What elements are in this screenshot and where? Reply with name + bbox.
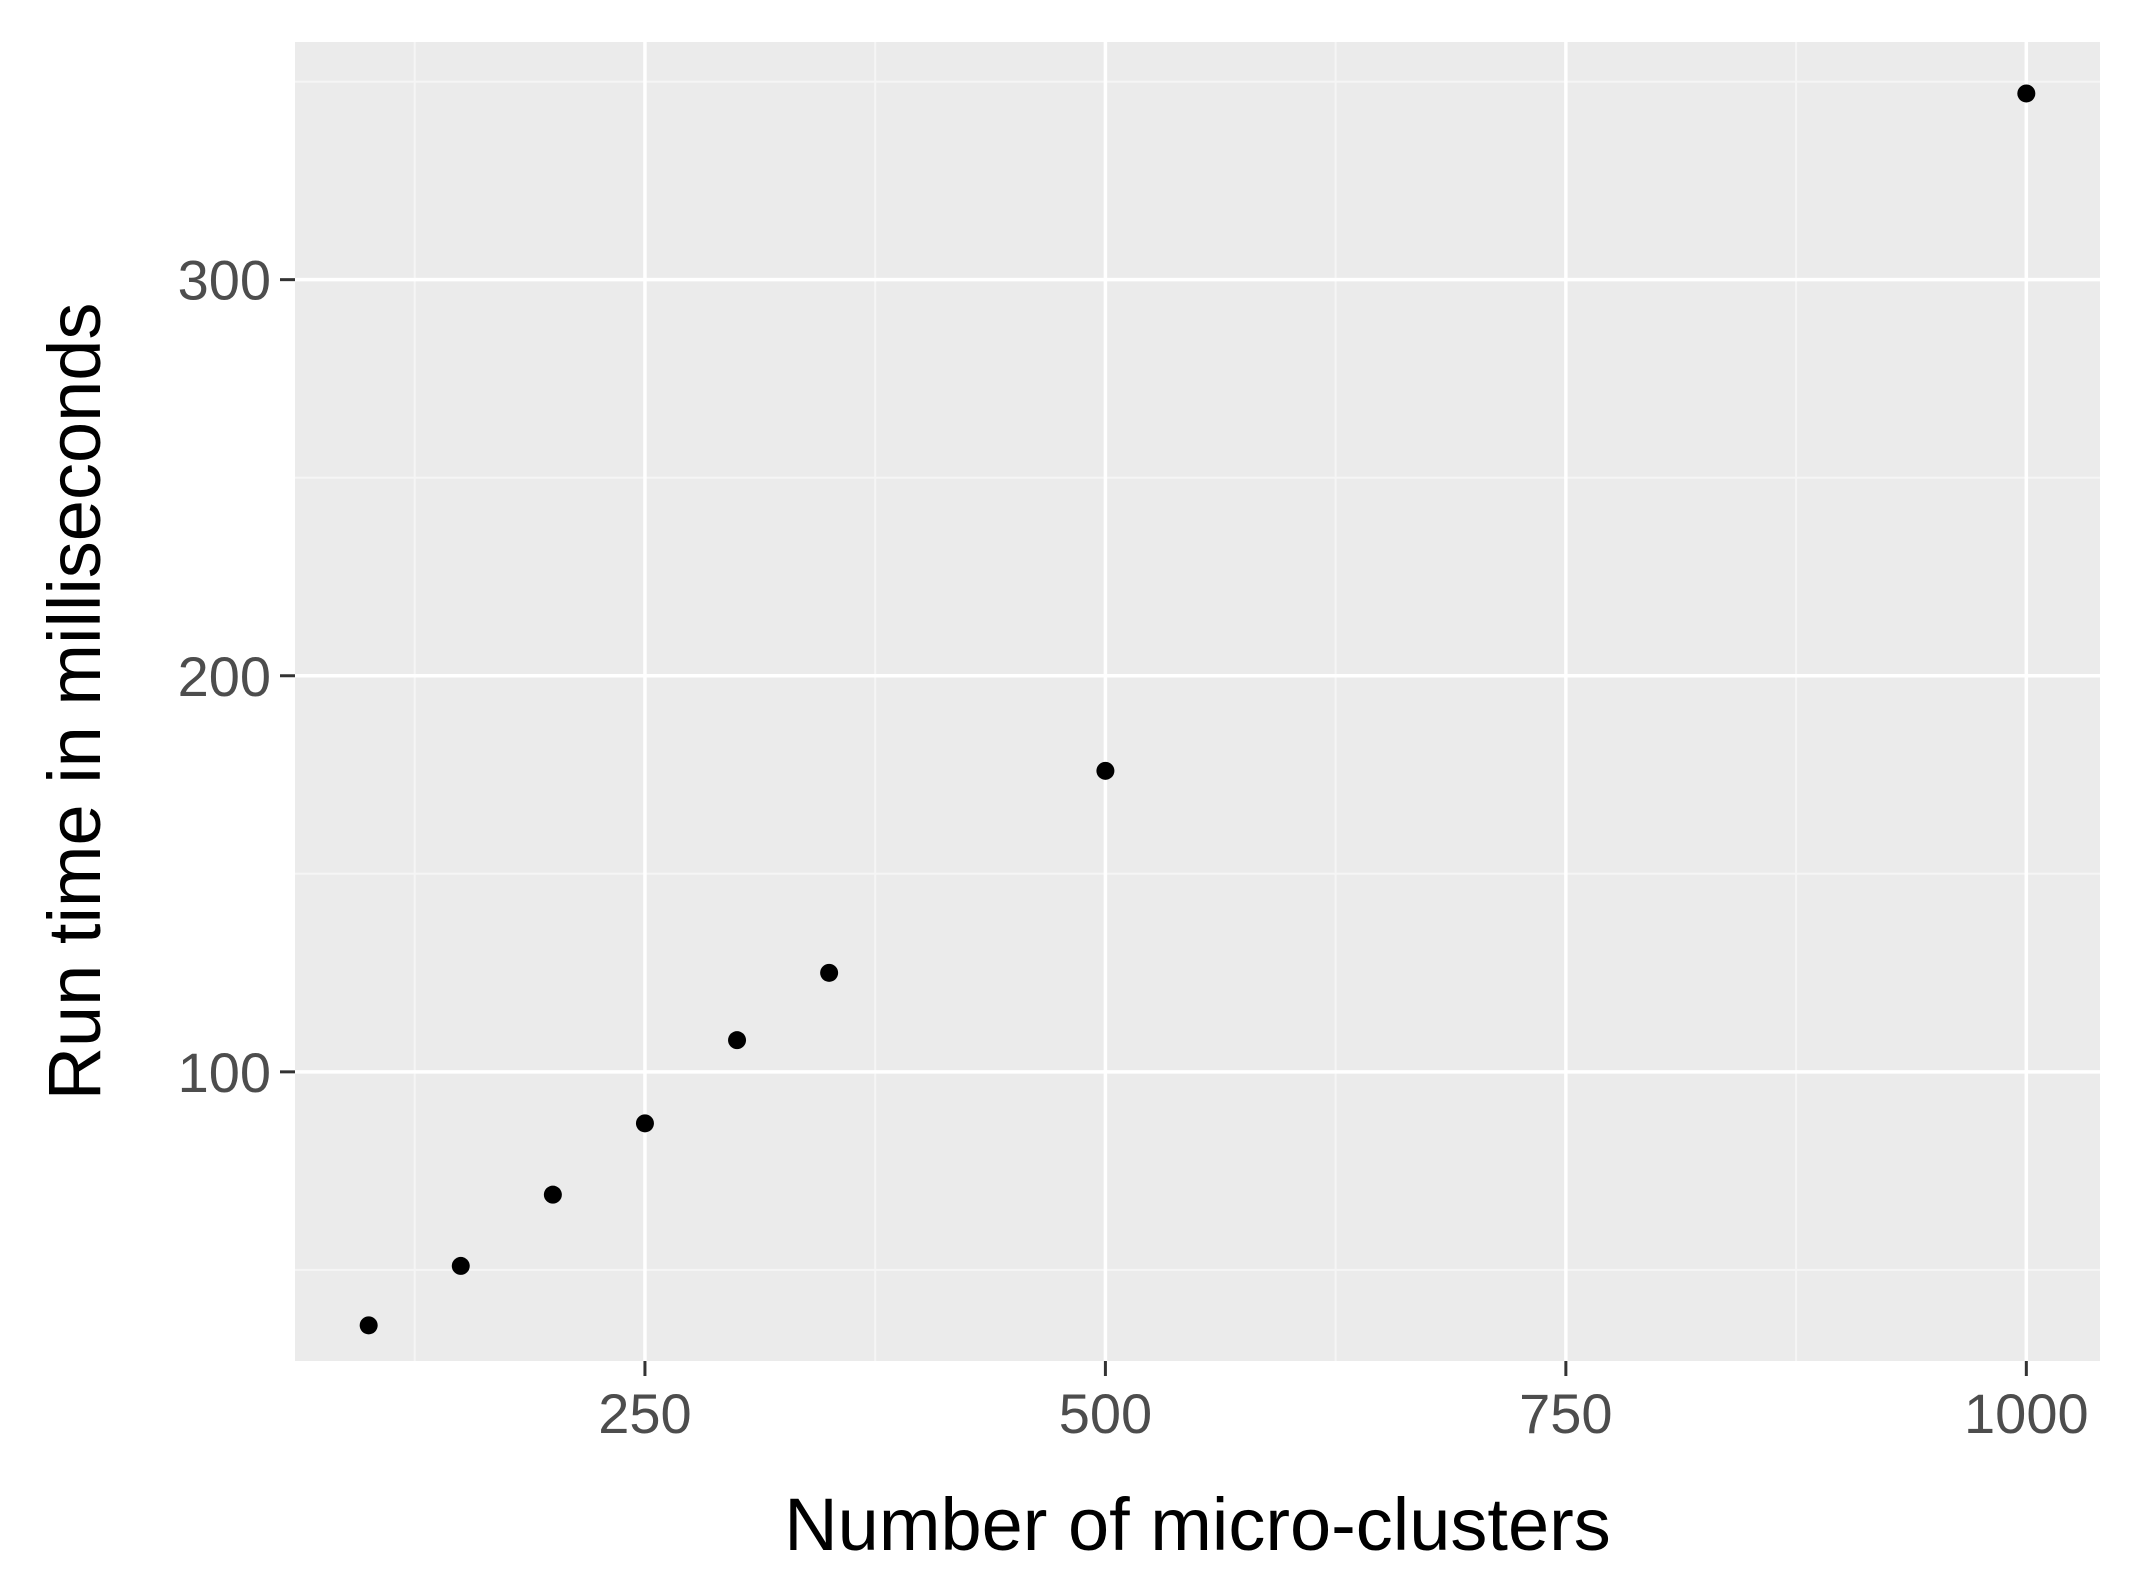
x-axis-title: Number of micro-clusters [784, 1483, 1611, 1566]
x-tick-label: 250 [598, 1382, 691, 1445]
data-point [451, 1256, 470, 1275]
y-tick-label: 200 [178, 645, 271, 708]
y-tick-label: 100 [178, 1041, 271, 1104]
data-point [2017, 84, 2036, 103]
data-point [359, 1316, 378, 1335]
data-point [820, 963, 839, 982]
plot-panel [295, 42, 2100, 1361]
data-point [543, 1185, 562, 1204]
data-point [1096, 761, 1115, 780]
x-axis-ticks: 250 500 750 1000 [598, 1361, 2089, 1445]
minor-gridlines [295, 42, 2100, 1361]
data-points [359, 84, 2036, 1335]
major-gridlines [295, 42, 2100, 1361]
y-tick-label: 300 [178, 249, 271, 312]
data-point [728, 1031, 747, 1050]
y-axis-ticks: 100 200 300 [178, 249, 295, 1104]
data-point [635, 1114, 654, 1133]
x-tick-label: 1000 [1964, 1382, 2089, 1445]
x-tick-label: 750 [1519, 1382, 1612, 1445]
x-tick-label: 500 [1059, 1382, 1152, 1445]
y-axis-title: Run time in milliseconds [33, 303, 116, 1101]
